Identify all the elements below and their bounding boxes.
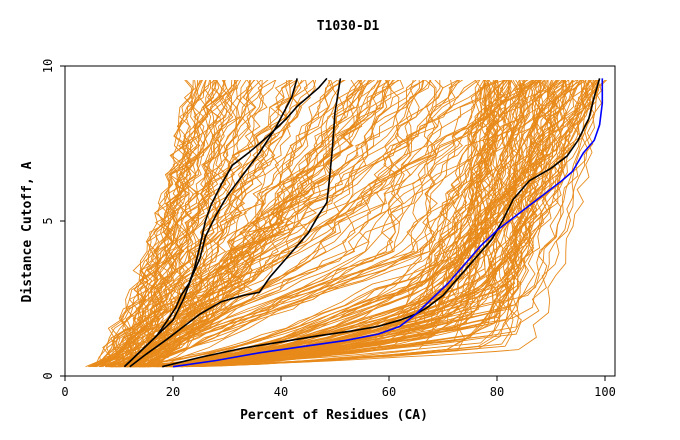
model-line — [99, 80, 228, 367]
model-line — [150, 80, 554, 368]
chart-title: T1030-D1 — [317, 19, 380, 34]
highlighted-model-line-1 — [123, 78, 298, 368]
model-line — [118, 80, 247, 368]
highlighted-model-line-3 — [129, 78, 342, 368]
y-tick-label: 0 — [41, 372, 55, 379]
model-line — [155, 80, 583, 368]
model-line — [133, 80, 239, 367]
model-line — [126, 80, 546, 368]
model-line — [105, 80, 317, 368]
model-line — [91, 80, 539, 368]
model-line — [102, 80, 432, 368]
model-line — [143, 80, 524, 368]
highlighted-series-lines — [123, 77, 604, 368]
x-axis-label: Percent of Residues (CA) — [240, 408, 428, 423]
x-tick-label: 0 — [61, 385, 68, 399]
model-line — [106, 80, 486, 368]
model-line — [129, 80, 498, 367]
model-line — [119, 80, 432, 368]
x-tick-label: 100 — [594, 385, 616, 399]
model-line — [120, 80, 597, 368]
model-line — [181, 80, 584, 368]
model-line — [95, 80, 290, 368]
model-line — [117, 80, 253, 367]
model-line — [132, 80, 365, 368]
model-line — [96, 80, 263, 367]
model-line — [147, 80, 512, 368]
model-line — [158, 80, 527, 368]
model-line — [145, 80, 506, 368]
model-line — [138, 80, 399, 368]
model-line — [89, 80, 345, 368]
model-line — [182, 80, 574, 368]
model-line — [128, 80, 381, 368]
model-line — [111, 80, 581, 368]
y-axis-label: Distance Cutoff, A — [20, 161, 35, 302]
best-model-line — [172, 78, 604, 368]
model-line — [118, 80, 566, 368]
model-line — [144, 80, 593, 368]
x-tick-label: 80 — [490, 385, 504, 399]
model-line — [104, 80, 203, 368]
model-line — [101, 80, 391, 368]
model-line — [105, 80, 214, 368]
y-axis-ticks: 0 5 10 — [41, 59, 65, 380]
model-line — [88, 80, 216, 368]
model-line — [125, 80, 542, 368]
x-tick-label: 20 — [166, 385, 180, 399]
model-line — [99, 80, 222, 368]
x-tick-label: 40 — [274, 385, 288, 399]
model-line — [110, 80, 460, 368]
model-line — [153, 80, 424, 368]
model-line — [115, 80, 482, 368]
model-line — [108, 80, 581, 368]
model-line — [110, 80, 587, 368]
x-axis-ticks: 0 20 40 60 80 100 — [61, 376, 616, 399]
y-tick-label: 10 — [41, 59, 55, 73]
model-line — [105, 80, 545, 368]
model-line — [129, 80, 525, 368]
highlighted-model-line-2 — [123, 77, 328, 368]
model-line — [134, 80, 222, 367]
x-tick-label: 60 — [382, 385, 396, 399]
model-line — [149, 80, 277, 367]
model-line — [166, 80, 602, 368]
model-line — [110, 80, 582, 368]
model-line — [96, 80, 277, 368]
model-line — [155, 80, 459, 367]
model-line — [109, 80, 499, 368]
model-line — [98, 80, 262, 368]
background-model-lines — [85, 80, 608, 368]
y-tick-label: 5 — [41, 217, 55, 224]
model-line — [128, 80, 363, 368]
highlighted-model-line-4 — [162, 78, 601, 368]
